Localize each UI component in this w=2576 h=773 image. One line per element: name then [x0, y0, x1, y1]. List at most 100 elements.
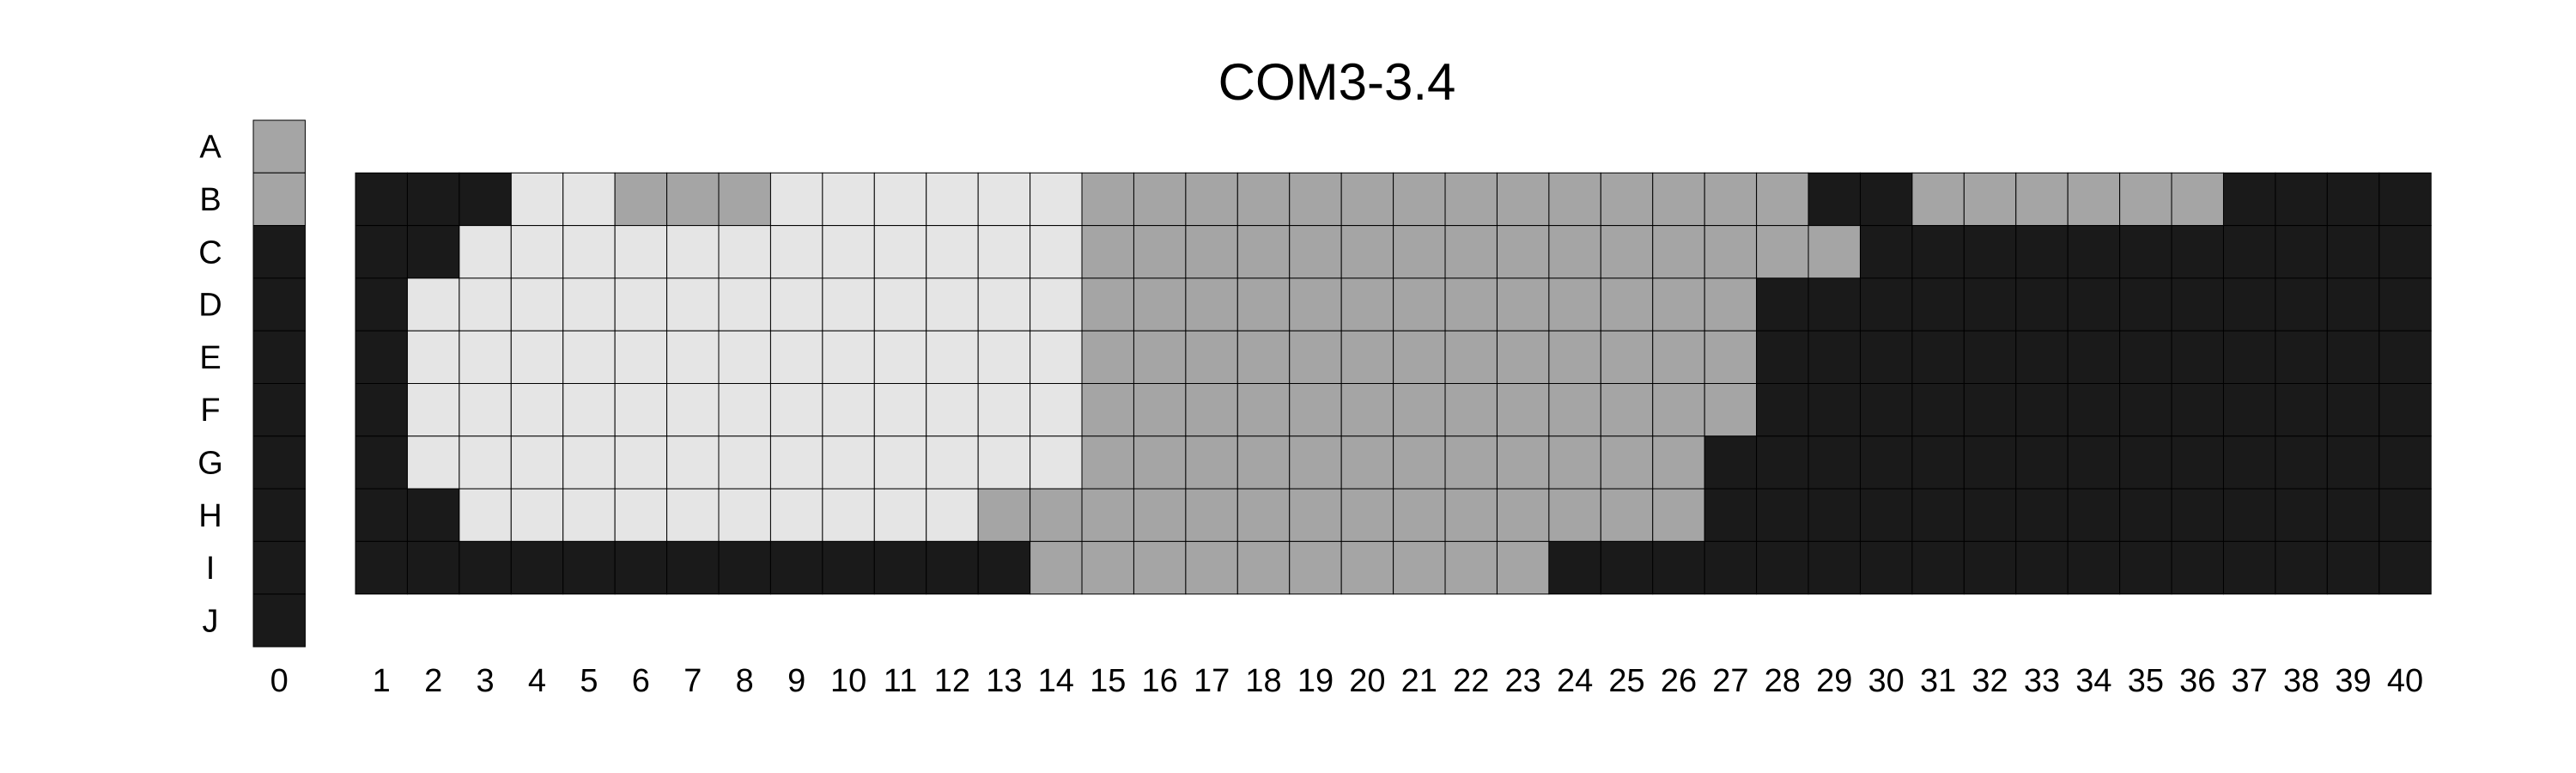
cell-g-22: [1444, 435, 1498, 490]
cell-i-29: [1807, 540, 1861, 595]
cell-e-20: [1340, 330, 1394, 385]
cell-d-4: [510, 277, 564, 332]
cell-b-37: [2222, 172, 2276, 227]
column-0-cells: [252, 119, 306, 648]
cell-e-35: [2119, 330, 2172, 385]
column-label-14: 14: [1038, 663, 1074, 699]
column-label-8: 8: [736, 663, 754, 699]
cell-h-26: [1652, 488, 1705, 542]
cell-h-15: [1081, 488, 1134, 542]
cell-h-32: [1963, 488, 2017, 542]
column-label-20: 20: [1349, 663, 1385, 699]
row-label-a: A: [199, 130, 222, 166]
cell-f-19: [1289, 383, 1342, 437]
column-label-37: 37: [2232, 663, 2268, 699]
cell-b-33: [2015, 172, 2069, 227]
cell-h-4: [510, 488, 564, 542]
column-label-25: 25: [1608, 663, 1644, 699]
cell-h-8: [718, 488, 771, 542]
cell-b-12: [926, 172, 979, 227]
cell-i-38: [2275, 540, 2328, 595]
cell-f-28: [1756, 383, 1809, 437]
cell-i-23: [1496, 540, 1550, 595]
cell-c-30: [1859, 225, 1913, 279]
cell-b-15: [1081, 172, 1134, 227]
row-label-i: I: [206, 551, 216, 587]
column-label-23: 23: [1505, 663, 1541, 699]
cell-f-8: [718, 383, 771, 437]
cell-c-31: [1911, 225, 1965, 279]
cell-i-27: [1704, 540, 1758, 595]
cell-b-39: [2326, 172, 2380, 227]
cell-d-40: [2379, 277, 2432, 332]
cell-d-32: [1963, 277, 2017, 332]
cell-d-13: [977, 277, 1031, 332]
cell-c-26: [1652, 225, 1705, 279]
cell-c-33: [2015, 225, 2069, 279]
cell-d-6: [614, 277, 668, 332]
cell-c-20: [1340, 225, 1394, 279]
cell-b-36: [2171, 172, 2224, 227]
cell-h-7: [666, 488, 720, 542]
cell-h-14: [1030, 488, 1083, 542]
cell-f-32: [1963, 383, 2017, 437]
cell-h-3: [459, 488, 512, 542]
cell-b-38: [2275, 172, 2328, 227]
cell-b-18: [1236, 172, 1291, 227]
cell-f-30: [1859, 383, 1913, 437]
column-label-26: 26: [1661, 663, 1697, 699]
cell-c-32: [1963, 225, 2017, 279]
cell-i-36: [2171, 540, 2224, 595]
cell-b-3: [459, 172, 512, 227]
cell-d-12: [926, 277, 979, 332]
cell-d-9: [769, 277, 823, 332]
cell-f-22: [1444, 383, 1498, 437]
cell-b-8: [718, 172, 771, 227]
row-label-d: D: [198, 288, 222, 324]
cell-h-24: [1548, 488, 1601, 542]
row-label-c: C: [198, 234, 222, 271]
cell-b-25: [1600, 172, 1654, 227]
cell-c-25: [1600, 225, 1654, 279]
cell-d-11: [873, 277, 927, 332]
column-label-15: 15: [1090, 663, 1126, 699]
column-label-24: 24: [1557, 663, 1593, 699]
cell-b-30: [1859, 172, 1913, 227]
cell-i-8: [718, 540, 771, 595]
column-label-5: 5: [580, 663, 598, 699]
cell-f-5: [562, 383, 616, 437]
cell-d-39: [2326, 277, 2380, 332]
cell-f-0: [252, 383, 306, 437]
cell-e-1: [355, 330, 408, 385]
cell-g-13: [977, 435, 1031, 490]
cell-g-39: [2326, 435, 2380, 490]
cell-i-37: [2222, 540, 2276, 595]
cell-c-16: [1133, 225, 1187, 279]
cell-h-2: [406, 488, 460, 542]
cell-i-13: [977, 540, 1031, 595]
cell-e-0: [252, 330, 306, 385]
cell-c-37: [2222, 225, 2276, 279]
cell-h-31: [1911, 488, 1965, 542]
cell-i-4: [510, 540, 564, 595]
cell-f-1: [355, 383, 408, 437]
cell-g-29: [1807, 435, 1861, 490]
column-label-11: 11: [884, 663, 917, 699]
cell-i-22: [1444, 540, 1498, 595]
cell-c-10: [822, 225, 875, 279]
cell-f-25: [1600, 383, 1654, 437]
cell-e-18: [1236, 330, 1291, 385]
cell-i-26: [1652, 540, 1705, 595]
column-label-0: 0: [270, 663, 289, 699]
cell-f-24: [1548, 383, 1601, 437]
cell-h-16: [1133, 488, 1187, 542]
cell-i-15: [1081, 540, 1134, 595]
cell-b-28: [1756, 172, 1809, 227]
cell-h-21: [1393, 488, 1446, 542]
cell-g-20: [1340, 435, 1394, 490]
cell-e-17: [1185, 330, 1238, 385]
cell-g-21: [1393, 435, 1446, 490]
cell-d-14: [1030, 277, 1083, 332]
cell-h-36: [2171, 488, 2224, 542]
